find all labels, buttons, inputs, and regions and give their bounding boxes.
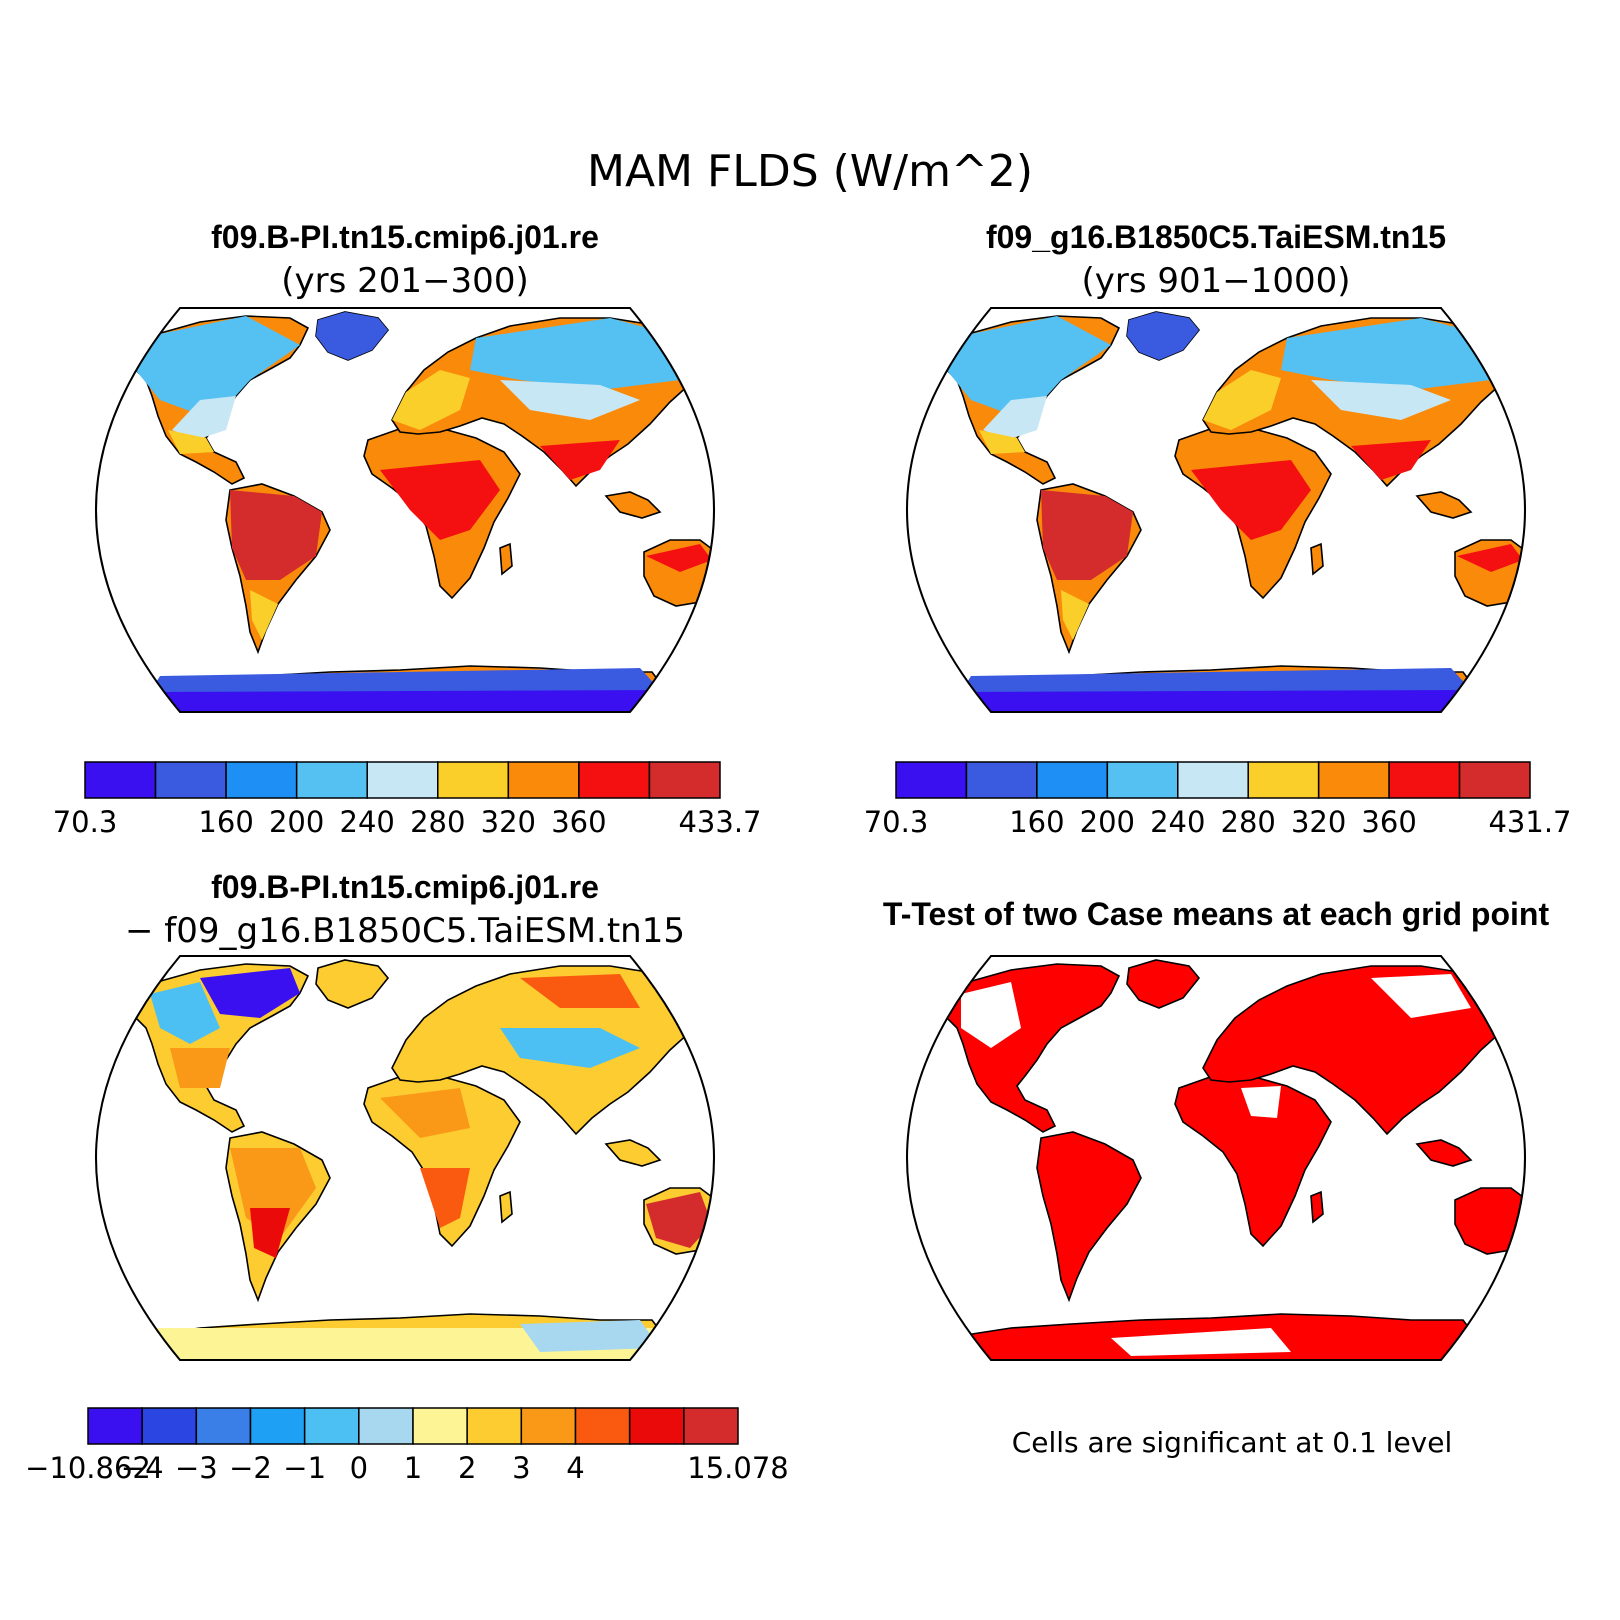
colorbar-tick-label: 0: [350, 1451, 368, 1485]
panel-title-line2: (yrs 901−1000): [1081, 261, 1350, 301]
map-case1: [95, 307, 715, 713]
colorbar-tick-label: 70.3: [864, 805, 929, 839]
colorbar-swatch: [574, 1407, 631, 1445]
colorbar-tick-label: 2: [458, 1451, 476, 1485]
colorbar-tick-label: 160: [198, 805, 253, 839]
panel-diff: f09.B-PI.tn15.cmip6.j01.re − f09_g16.B18…: [25, 869, 789, 1485]
colorbar-swatch: [1106, 761, 1179, 799]
colorbar-swatch: [358, 1407, 414, 1445]
colorbar-swatch: [1458, 761, 1531, 799]
colorbar-swatch: [412, 1407, 468, 1445]
colorbar-tick-label: 431.7: [1488, 805, 1571, 839]
colorbar-tick-label: 4: [566, 1451, 584, 1485]
colorbar-swatch: [466, 1407, 523, 1445]
colorbar-diff: −10.862−4 −3 −2 −1 0 1 2 3 4 15.078: [25, 1407, 789, 1485]
panel-title-line1: f09_g16.B1850C5.TaiESM.tn15: [986, 219, 1446, 255]
colorbar-tick-label: −10.862: [25, 1451, 151, 1485]
colorbar-tick-label: 3: [512, 1451, 530, 1485]
colorbar-tick-label: 360: [1361, 805, 1416, 839]
colorbar-swatch: [366, 761, 439, 799]
colorbar-tick-label: −3: [175, 1451, 218, 1485]
colorbar-swatch: [628, 1407, 685, 1445]
figure-title: MAM FLDS (W/m^2): [587, 146, 1033, 197]
colorbar-swatch: [295, 761, 368, 799]
colorbar-tick-label: 15.078: [687, 1451, 788, 1485]
map-diff: [95, 955, 715, 1361]
colorbar-swatch: [1317, 761, 1390, 799]
colorbar-tick-label: −1: [283, 1451, 326, 1485]
colorbar-swatch: [683, 1407, 739, 1445]
colorbar-tick-label: 200: [1080, 805, 1135, 839]
colorbar-swatch: [84, 761, 157, 799]
colorbar-swatch: [249, 1407, 306, 1445]
significance-note: Cells are significant at 0.1 level: [1012, 1426, 1453, 1459]
colorbar-swatch: [154, 761, 227, 799]
colorbar-swatch: [1247, 761, 1320, 799]
panel-case2: f09_g16.B1850C5.TaiESM.tn15 (yrs 901−100…: [864, 219, 1572, 839]
colorbar-tick-label: 240: [340, 805, 395, 839]
colorbar-tick-label: 1: [404, 1451, 422, 1485]
colorbar-case1: 70.3 160 200 240 280 320 360 433.7: [53, 761, 762, 839]
colorbar-tick-label: 280: [1221, 805, 1276, 839]
colorbar-tick-label: 70.3: [53, 805, 118, 839]
colorbar-swatch: [648, 761, 721, 799]
colorbar-swatch: [437, 761, 510, 799]
colorbar-swatch: [1177, 761, 1249, 799]
colorbar-tick-label: 360: [551, 805, 606, 839]
panel-title-line1: f09.B-PI.tn15.cmip6.j01.re: [211, 869, 599, 905]
panel-title: T-Test of two Case means at each grid po…: [883, 896, 1550, 932]
colorbar-tick-label: 160: [1009, 805, 1064, 839]
map-case2: [906, 307, 1526, 713]
colorbar-swatch: [87, 1407, 143, 1445]
panel-title-line2: − f09_g16.B1850C5.TaiESM.tn15: [125, 911, 685, 951]
colorbar-swatch: [225, 761, 298, 799]
panel-title-line2: (yrs 201−300): [281, 261, 528, 301]
map-ttest: [906, 955, 1526, 1361]
colorbar-swatch: [303, 1407, 360, 1445]
colorbar-swatch: [578, 761, 651, 799]
colorbar-tick-label: 433.7: [678, 805, 761, 839]
colorbar-swatch: [141, 1407, 198, 1445]
colorbar-case2: 70.3 160 200 240 280 320 360 431.7: [864, 761, 1572, 839]
colorbar-tick-label: −2: [229, 1451, 272, 1485]
colorbar-tick-label: 240: [1150, 805, 1205, 839]
colorbar-swatch: [195, 1407, 252, 1445]
colorbar-tick-label: −4: [121, 1451, 164, 1485]
colorbar-swatch: [1388, 761, 1461, 799]
colorbar-swatch: [507, 761, 580, 799]
panel-title-line1: f09.B-PI.tn15.cmip6.j01.re: [211, 219, 599, 255]
panel-ttest: T-Test of two Case means at each grid po…: [883, 896, 1550, 1459]
colorbar-tick-label: 320: [1291, 805, 1346, 839]
colorbar-swatch: [520, 1407, 577, 1445]
colorbar-swatch: [965, 761, 1038, 799]
panel-case1: f09.B-PI.tn15.cmip6.j01.re (yrs 201−300): [53, 219, 762, 839]
colorbar-swatch: [1036, 761, 1109, 799]
colorbar-swatch: [895, 761, 968, 799]
colorbar-tick-label: 280: [410, 805, 465, 839]
colorbar-tick-label: 320: [481, 805, 536, 839]
colorbar-tick-label: 200: [269, 805, 324, 839]
